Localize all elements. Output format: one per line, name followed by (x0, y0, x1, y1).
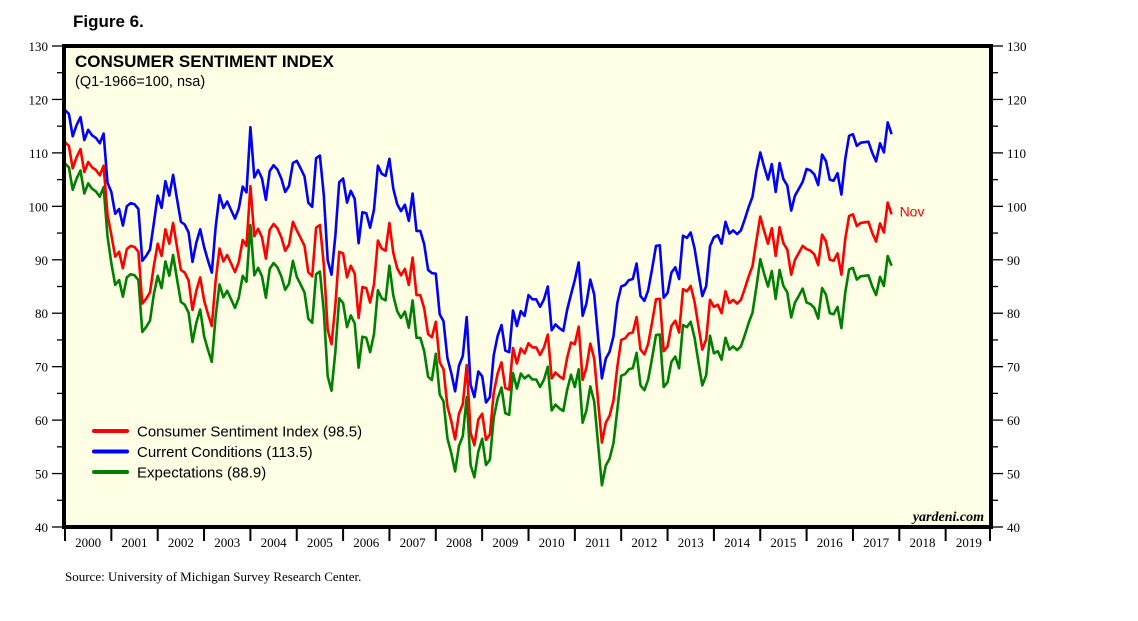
y-tick-label-left: 60 (35, 413, 48, 428)
x-tick-label: 2001 (122, 535, 148, 550)
watermark: yardeni.com (911, 510, 984, 525)
series-line-expectations (64, 162, 893, 487)
plot-border (62, 44, 993, 529)
x-tick-label: 2017 (863, 535, 890, 550)
x-tick-label: 2018 (909, 535, 935, 550)
x-tick-label: 2014 (724, 535, 751, 550)
y-tick-label-left: 110 (29, 146, 48, 161)
y-tick-label-right: 90 (1007, 253, 1020, 268)
end-annotation-nov: Nov (900, 204, 925, 220)
chart-subtitle: (Q1-1966=100, nsa) (75, 74, 205, 90)
legend-label-sentiment: Consumer Sentiment Index (98.5) (137, 424, 362, 441)
figure-label: Figure 6. (73, 12, 144, 31)
x-tick-label: 2011 (585, 535, 611, 550)
y-tick-label-left: 70 (35, 360, 48, 375)
x-tick-label: 2002 (168, 535, 194, 550)
y-tick-label-right: 130 (1007, 39, 1027, 54)
series-line-sentiment (64, 141, 893, 447)
y-tick-label-right: 100 (1007, 199, 1027, 214)
x-tick-label: 2013 (678, 535, 704, 550)
y-tick-label-left: 90 (35, 253, 48, 268)
chart-title: CONSUMER SENTIMENT INDEX (75, 52, 334, 71)
x-tick-label: 2009 (492, 535, 518, 550)
y-tick-label-right: 50 (1007, 467, 1020, 482)
x-tick-label: 2004 (261, 535, 288, 550)
y-tick-label-left: 50 (35, 467, 48, 482)
y-tick-label-left: 130 (29, 39, 49, 54)
legend-label-current: Current Conditions (113.5) (137, 444, 313, 461)
x-tick-label: 2003 (214, 535, 240, 550)
y-tick-label-left: 120 (29, 92, 49, 107)
y-tick-label-left: 100 (29, 199, 49, 214)
x-tick-label: 2008 (446, 535, 472, 550)
x-tick-label: 2006 (353, 535, 380, 550)
y-tick-label-right: 80 (1007, 306, 1020, 321)
x-tick-label: 2012 (631, 535, 657, 550)
y-tick-label-left: 80 (35, 306, 48, 321)
y-tick-label-right: 120 (1007, 92, 1027, 107)
y-tick-label-right: 110 (1007, 146, 1026, 161)
x-tick-label: 2000 (75, 535, 101, 550)
x-tick-label: 2007 (400, 535, 427, 550)
y-tick-label-left: 40 (35, 520, 48, 535)
source-note: Source: University of Michigan Survey Re… (65, 569, 362, 584)
y-tick-label-right: 70 (1007, 360, 1020, 375)
y-tick-label-right: 40 (1007, 520, 1020, 535)
x-tick-label: 2016 (817, 535, 844, 550)
legend-label-expectations: Expectations (88.9) (137, 465, 266, 482)
series-line-current (64, 109, 893, 404)
x-tick-label: 2010 (539, 535, 565, 550)
x-tick-label: 2019 (956, 535, 982, 550)
x-tick-label: 2015 (770, 535, 796, 550)
y-tick-label-right: 60 (1007, 413, 1020, 428)
x-tick-label: 2005 (307, 535, 333, 550)
